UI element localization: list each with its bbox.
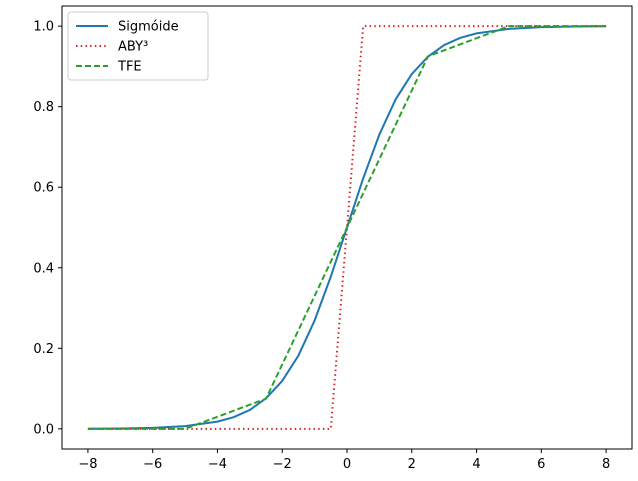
- legend-label-0: Sigmóide: [118, 20, 179, 35]
- y-tick-label: 0.2: [33, 342, 54, 357]
- legend-box: [67, 11, 209, 81]
- x-tick-label: −4: [208, 457, 227, 472]
- series-line-2: [87, 25, 607, 430]
- x-tick-label: −8: [78, 457, 97, 472]
- y-axis: 0.0 0.2 0.4 0.6 0.8 1.0: [33, 20, 62, 437]
- x-tick-label: −6: [143, 457, 162, 472]
- x-tick-label: 0: [343, 457, 351, 472]
- y-tick-label: 0.0: [33, 422, 54, 437]
- legend: Sigmóide ABY³ TFE: [67, 11, 209, 81]
- x-tick-label: 4: [472, 457, 480, 472]
- y-tick-label: 0.4: [33, 261, 54, 276]
- x-tick-label: 6: [537, 457, 545, 472]
- y-tick-label: 0.8: [33, 100, 54, 115]
- x-tick-label: 2: [408, 457, 416, 472]
- series-lines: [87, 25, 607, 430]
- x-tick-label: 8: [602, 457, 610, 472]
- x-axis: −8 −6 −4 −2 0 2 4 6 8: [78, 449, 610, 472]
- legend-label-2: TFE: [117, 60, 142, 75]
- x-tick-label: −2: [273, 457, 292, 472]
- y-tick-label: 0.6: [33, 181, 54, 196]
- y-tick-label: 1.0: [33, 20, 54, 35]
- legend-label-1: ABY³: [118, 40, 148, 55]
